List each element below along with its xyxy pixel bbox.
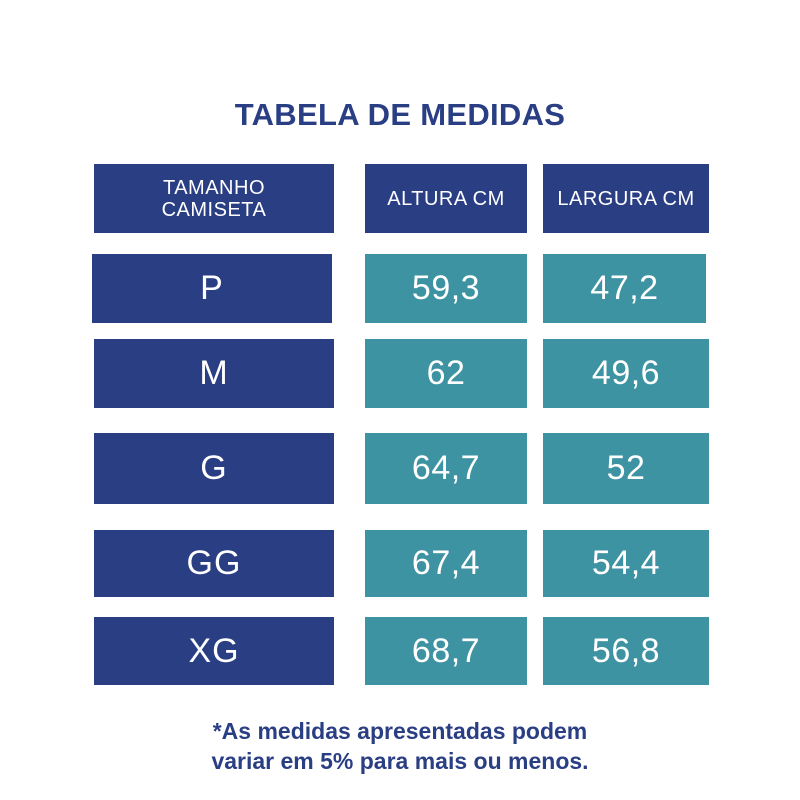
- height-cell: 67,4: [365, 530, 527, 597]
- height-cell: 59,3: [365, 254, 527, 323]
- size-cell: G: [94, 433, 334, 504]
- size-cell: P: [92, 254, 332, 323]
- header-size-line2: CAMISETA: [161, 198, 267, 221]
- header-height: ALTURA CM: [365, 164, 527, 233]
- disclaimer-line-2: variar em 5% para mais ou menos.: [211, 748, 589, 774]
- header-size-line1: TAMANHO: [162, 176, 265, 199]
- width-cell: 54,4: [543, 530, 709, 597]
- height-cell: 68,7: [365, 617, 527, 685]
- size-cell: M: [94, 339, 334, 408]
- width-cell: 49,6: [543, 339, 709, 408]
- header-size: TAMANHO CAMISETA: [94, 164, 334, 233]
- page-title: TABELA DE MEDIDAS: [234, 97, 566, 132]
- disclaimer-note: *As medidas apresentadas podem variar em…: [0, 716, 800, 776]
- width-cell: 56,8: [543, 617, 709, 685]
- height-cell: 62: [365, 339, 527, 408]
- width-cell: 47,2: [543, 254, 706, 323]
- height-cell: 64,7: [365, 433, 527, 504]
- header-width: LARGURA CM: [543, 164, 709, 233]
- width-cell: 52: [543, 433, 709, 504]
- disclaimer-line-1: *As medidas apresentadas podem: [212, 718, 588, 744]
- size-cell: GG: [94, 530, 334, 597]
- size-cell: XG: [94, 617, 334, 685]
